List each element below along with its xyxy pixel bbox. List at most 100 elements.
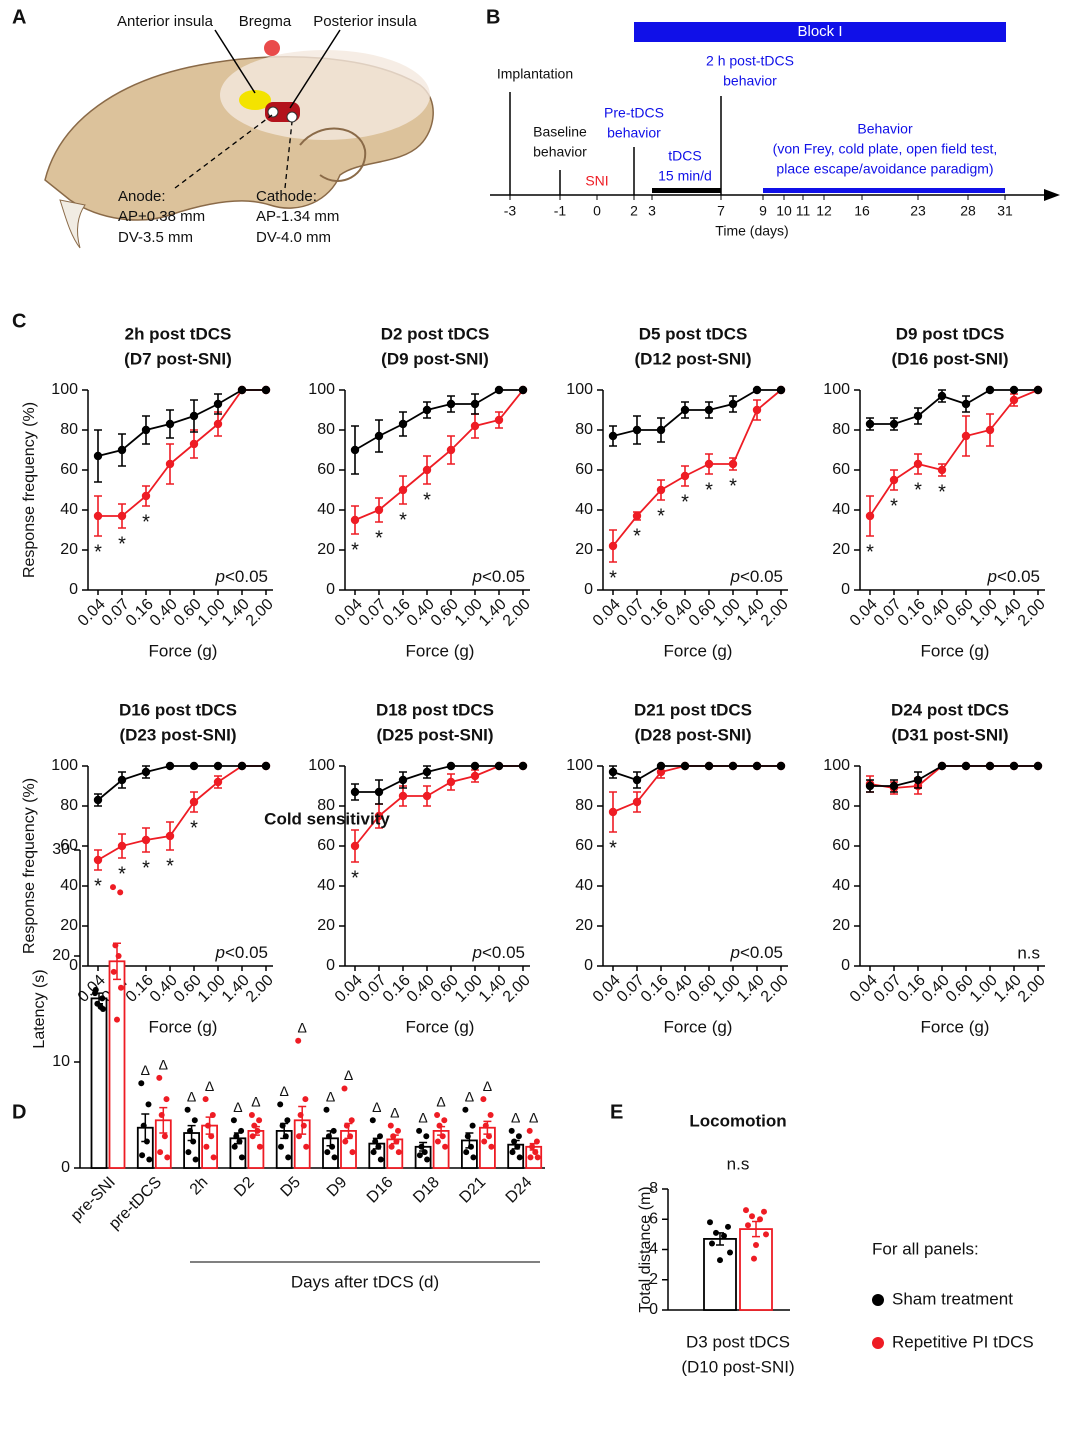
data-point bbox=[422, 465, 432, 475]
y-tick-label: 60 bbox=[575, 837, 593, 854]
data-point bbox=[323, 1106, 330, 1113]
chart-title: D2 post tDCS bbox=[381, 324, 490, 343]
y-tick-label: 8 bbox=[649, 1180, 658, 1197]
data-point bbox=[727, 1249, 733, 1256]
x-tick-label: 2.00 bbox=[758, 596, 792, 630]
data-point bbox=[117, 841, 127, 851]
data-point bbox=[210, 1154, 217, 1161]
tick-label: 10 bbox=[776, 203, 792, 219]
x-axis-label: Force (g) bbox=[664, 641, 733, 660]
data-point bbox=[231, 1143, 238, 1150]
data-point bbox=[324, 1149, 331, 1156]
data-point bbox=[165, 761, 175, 771]
data-point bbox=[508, 1127, 515, 1134]
data-point bbox=[446, 777, 456, 787]
data-point bbox=[1009, 761, 1019, 771]
y-tick-label: 4 bbox=[649, 1241, 658, 1258]
x-axis-label: D3 post tDCS bbox=[686, 1332, 790, 1351]
significance-mark: * bbox=[681, 491, 689, 513]
x-tick-label: D24 bbox=[503, 1174, 536, 1207]
data-point bbox=[488, 1143, 495, 1150]
y-tick-label: 80 bbox=[832, 421, 850, 438]
data-point bbox=[238, 1127, 245, 1134]
data-point bbox=[99, 995, 106, 1002]
data-point bbox=[398, 775, 408, 785]
panel-label: E bbox=[610, 1101, 623, 1123]
data-point bbox=[302, 1096, 309, 1103]
data-point bbox=[749, 1213, 755, 1220]
data-point bbox=[656, 761, 666, 771]
y-tick-label: 0 bbox=[584, 581, 593, 598]
significance-mark: Δ bbox=[436, 1094, 445, 1110]
data-point bbox=[110, 884, 116, 891]
series-line bbox=[97, 389, 266, 457]
annotation: p<0.05 bbox=[987, 567, 1040, 586]
significance-mark: * bbox=[866, 541, 874, 563]
data-point bbox=[256, 1143, 263, 1150]
tick-label: -3 bbox=[504, 203, 517, 219]
data-point bbox=[470, 771, 480, 781]
x-axis-label: Force (g) bbox=[921, 641, 990, 660]
significance-mark: * bbox=[938, 481, 946, 503]
data-point bbox=[446, 761, 456, 771]
x-tick-label: 2.00 bbox=[243, 596, 277, 630]
data-point bbox=[369, 1117, 376, 1124]
data-point bbox=[388, 1143, 395, 1150]
data-point bbox=[751, 1255, 757, 1262]
data-point bbox=[656, 767, 666, 777]
data-point bbox=[608, 807, 618, 817]
label: AP+0.38 mm bbox=[118, 208, 205, 225]
data-point bbox=[93, 855, 103, 865]
significance-mark: * bbox=[729, 475, 737, 497]
data-point bbox=[330, 1127, 337, 1134]
y-tick-label: 60 bbox=[60, 461, 78, 478]
data-point bbox=[139, 1152, 146, 1159]
y-tick-label: 80 bbox=[575, 421, 593, 438]
data-point bbox=[325, 1133, 332, 1140]
label: AP-1.34 mm bbox=[256, 208, 339, 225]
y-tick-label: 60 bbox=[832, 461, 850, 478]
y-tick-label: 100 bbox=[823, 381, 850, 398]
y-tick-label: 20 bbox=[832, 541, 850, 558]
data-point bbox=[656, 485, 666, 495]
data-point bbox=[141, 835, 151, 845]
significance-mark: Δ bbox=[372, 1099, 381, 1115]
x-tick-label: D18 bbox=[410, 1174, 443, 1207]
data-point bbox=[985, 385, 995, 395]
y-tick-label: 6 bbox=[649, 1210, 658, 1227]
data-point bbox=[331, 1154, 338, 1161]
significance-mark: Δ bbox=[205, 1078, 214, 1094]
significance-mark: * bbox=[351, 539, 359, 561]
significance-mark: * bbox=[657, 505, 665, 527]
data-point bbox=[913, 411, 923, 421]
tick-label: 7 bbox=[717, 203, 725, 219]
y-tick-label: 100 bbox=[308, 381, 335, 398]
data-point bbox=[329, 1143, 336, 1150]
significance-mark: * bbox=[94, 875, 102, 897]
significance-mark: Δ bbox=[141, 1062, 150, 1078]
data-point bbox=[937, 391, 947, 401]
data-point bbox=[145, 1101, 152, 1108]
data-point bbox=[514, 1143, 521, 1150]
data-point bbox=[509, 1149, 516, 1156]
y-tick-label: 100 bbox=[823, 757, 850, 774]
significance-mark: Δ bbox=[280, 1083, 289, 1099]
data-point bbox=[494, 761, 504, 771]
significance-mark: * bbox=[375, 527, 383, 549]
data-point bbox=[393, 1138, 400, 1145]
data-point bbox=[278, 1143, 284, 1150]
data-point bbox=[189, 797, 199, 807]
significance-mark: * bbox=[94, 541, 102, 563]
data-point bbox=[141, 767, 151, 777]
data-point bbox=[117, 889, 124, 896]
data-point bbox=[608, 767, 618, 777]
data-point bbox=[865, 419, 875, 429]
chart-title: D24 post tDCS bbox=[891, 700, 1009, 719]
data-point bbox=[233, 1133, 240, 1140]
y-tick-label: 0 bbox=[649, 1301, 658, 1318]
tick-label: 12 bbox=[816, 203, 832, 219]
significance-mark: Δ bbox=[465, 1088, 474, 1104]
data-point bbox=[752, 761, 762, 771]
rat-skull bbox=[44, 29, 434, 249]
data-point bbox=[913, 775, 923, 785]
